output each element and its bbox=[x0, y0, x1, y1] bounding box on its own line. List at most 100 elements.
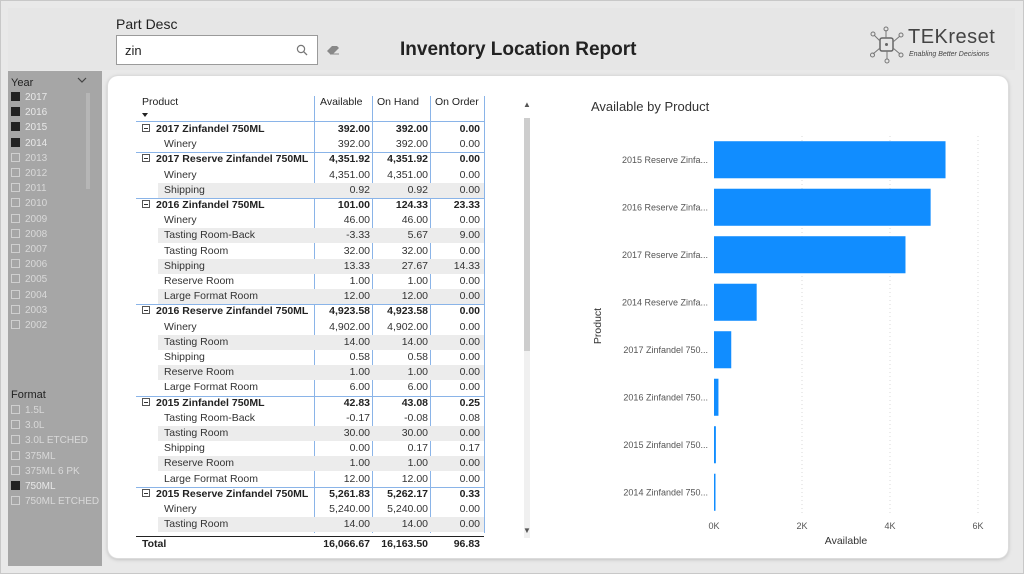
year-item-label: 2007 bbox=[25, 244, 48, 255]
year-item-2009[interactable]: 2009 bbox=[11, 213, 47, 228]
eraser-icon[interactable] bbox=[326, 45, 340, 55]
row-available: 0.92 bbox=[349, 183, 370, 196]
row-on-hand: 5,262.17 bbox=[387, 487, 428, 500]
bar[interactable] bbox=[714, 188, 931, 226]
search-icon[interactable] bbox=[296, 44, 308, 56]
year-item-label: 2004 bbox=[25, 289, 48, 301]
row-on-order: 0.00 bbox=[459, 320, 480, 333]
bar[interactable] bbox=[714, 141, 946, 179]
col-header-on-hand[interactable]: On Hand bbox=[377, 96, 420, 108]
col-header-product[interactable]: Product bbox=[142, 96, 179, 108]
row-on-order: 0.00 bbox=[459, 183, 480, 196]
collapse-icon[interactable] bbox=[142, 154, 150, 163]
slicer-panel: Year 2017 2016 2015 2014 2013 2012 2011 2010 200… bbox=[8, 71, 102, 566]
row-product-name: Winery bbox=[164, 168, 197, 181]
col-header-available[interactable]: Available bbox=[320, 96, 363, 108]
year-item-label: 2005 bbox=[25, 274, 48, 286]
table-group-row[interactable]: 2016 Zinfandel 750ML 101.00 124.33 23.33 bbox=[136, 198, 484, 213]
row-on-order: 0.00 bbox=[459, 214, 480, 227]
scroll-down-icon[interactable]: ▼ bbox=[523, 526, 531, 535]
row-available: 4,351.92 bbox=[329, 153, 370, 166]
format-item-375ml[interactable]: 375ML bbox=[11, 450, 56, 465]
scroll-up-icon[interactable]: ▲ bbox=[523, 100, 531, 109]
year-item-2010[interactable]: 2010 bbox=[11, 198, 47, 212]
row-product-name: Large Format Room bbox=[164, 381, 258, 394]
bar[interactable] bbox=[714, 331, 732, 369]
bar[interactable] bbox=[714, 473, 716, 511]
year-item-2008[interactable]: 2008 bbox=[11, 228, 47, 243]
group-divider bbox=[136, 486, 484, 488]
row-on-hand: 4,902.00 bbox=[387, 320, 428, 333]
checked-box-icon bbox=[11, 137, 20, 147]
row-on-hand: 14.00 bbox=[401, 335, 428, 348]
matrix-scrollbar[interactable]: ▲ ▼ bbox=[523, 100, 531, 538]
table-row: Winery 4,351.00 4,351.00 0.00 bbox=[136, 168, 484, 183]
collapse-icon[interactable] bbox=[142, 488, 150, 497]
row-product-name: Winery bbox=[164, 138, 197, 151]
format-item-750ml-etched[interactable]: 750ML ETCHED bbox=[11, 496, 99, 510]
year-item-2016[interactable]: 2016 bbox=[11, 107, 47, 121]
row-on-order: 0.00 bbox=[459, 305, 480, 318]
tekreset-logo: TEKreset Enabling Better Decisions bbox=[870, 26, 995, 66]
table-group-row[interactable]: 2015 Zinfandel 750ML 42.83 43.08 0.25 bbox=[136, 396, 484, 411]
year-item-2006[interactable]: 2006 bbox=[11, 259, 47, 273]
collapse-icon[interactable] bbox=[142, 306, 150, 315]
collapse-icon[interactable] bbox=[142, 397, 150, 406]
format-item-3.0l-etched[interactable]: 3.0L ETCHED bbox=[11, 435, 88, 449]
bar[interactable] bbox=[714, 236, 906, 274]
row-on-order: 0.00 bbox=[459, 366, 480, 379]
bar[interactable] bbox=[714, 378, 719, 416]
year-item-2015[interactable]: 2015 bbox=[11, 122, 47, 136]
year-item-2012[interactable]: 2012 bbox=[11, 168, 47, 182]
year-item-2004[interactable]: 2004 bbox=[11, 289, 48, 304]
unchecked-box-icon bbox=[11, 274, 20, 284]
table-group-row[interactable]: 2016 Reserve Zinfandel 750ML 4,923.58 4,92… bbox=[136, 304, 484, 319]
table-group-row[interactable]: 2015 Reserve Zinfandel 750ML 5,261.83 5,26… bbox=[136, 487, 484, 502]
row-background bbox=[158, 289, 484, 305]
row-background bbox=[158, 182, 484, 198]
row-available: 392.00 bbox=[337, 138, 370, 151]
year-item-2017[interactable]: 2017 bbox=[11, 92, 47, 106]
year-item-2007[interactable]: 2007 bbox=[11, 244, 47, 258]
row-available: 6.00 bbox=[349, 381, 370, 394]
bar[interactable] bbox=[714, 283, 757, 321]
year-item-2013[interactable]: 2013 bbox=[11, 152, 47, 167]
format-item-3.0l[interactable]: 3.0L bbox=[11, 420, 44, 434]
table-row: Tasting Room-Back -3.33 5.67 9.00 bbox=[136, 228, 484, 244]
row-product-name: Shipping bbox=[164, 259, 205, 272]
table-group-row[interactable]: 2017 Zinfandel 750ML 392.00 392.00 0.00 bbox=[136, 122, 484, 137]
checked-box-icon bbox=[11, 481, 20, 490]
table-row: Reserve Room 1.00 1.00 0.00 bbox=[136, 365, 484, 381]
page-title: Inventory Location Report bbox=[400, 39, 637, 60]
year-item-2002[interactable]: 2002 bbox=[11, 320, 47, 334]
chevron-down-icon[interactable] bbox=[77, 77, 87, 83]
year-slicer-scrollbar[interactable] bbox=[86, 93, 90, 189]
header-divider bbox=[136, 121, 484, 122]
table-group-row[interactable]: 2017 Reserve Zinfandel 750ML 4,351.92 4,35… bbox=[136, 152, 484, 167]
part-desc-search-input[interactable]: zin bbox=[116, 35, 318, 65]
format-item-375ml-6-pk[interactable]: 375ML 6 PK bbox=[11, 465, 80, 480]
col-header-on-order[interactable]: On Order bbox=[435, 96, 479, 108]
scroll-thumb[interactable] bbox=[524, 118, 530, 351]
row-available: 32.00 bbox=[343, 244, 370, 257]
circuit-logo-icon bbox=[870, 26, 904, 64]
total-available: 16,066.67 bbox=[323, 538, 370, 550]
format-item-750ml[interactable]: 750ML bbox=[11, 481, 56, 495]
bar[interactable] bbox=[714, 426, 716, 464]
collapse-icon[interactable] bbox=[142, 124, 150, 132]
format-item-label: 750ML bbox=[25, 481, 56, 492]
row-background bbox=[158, 334, 484, 350]
format-item-1.5l[interactable]: 1.5L bbox=[11, 405, 44, 419]
unchecked-box-icon bbox=[11, 289, 20, 299]
row-product-name: Tasting Room bbox=[164, 244, 229, 257]
collapse-icon[interactable] bbox=[142, 200, 150, 208]
year-item-2011[interactable]: 2011 bbox=[11, 183, 47, 197]
row-on-order: 0.25 bbox=[459, 396, 480, 409]
row-on-hand: 4,351.00 bbox=[387, 168, 428, 181]
year-item-2005[interactable]: 2005 bbox=[11, 274, 47, 288]
year-item-2003[interactable]: 2003 bbox=[11, 304, 47, 319]
row-product-name: Winery bbox=[164, 214, 197, 227]
year-item-label: 2014 bbox=[25, 137, 48, 149]
row-on-order: 9.00 bbox=[459, 229, 480, 242]
year-item-2014[interactable]: 2014 bbox=[11, 137, 48, 152]
